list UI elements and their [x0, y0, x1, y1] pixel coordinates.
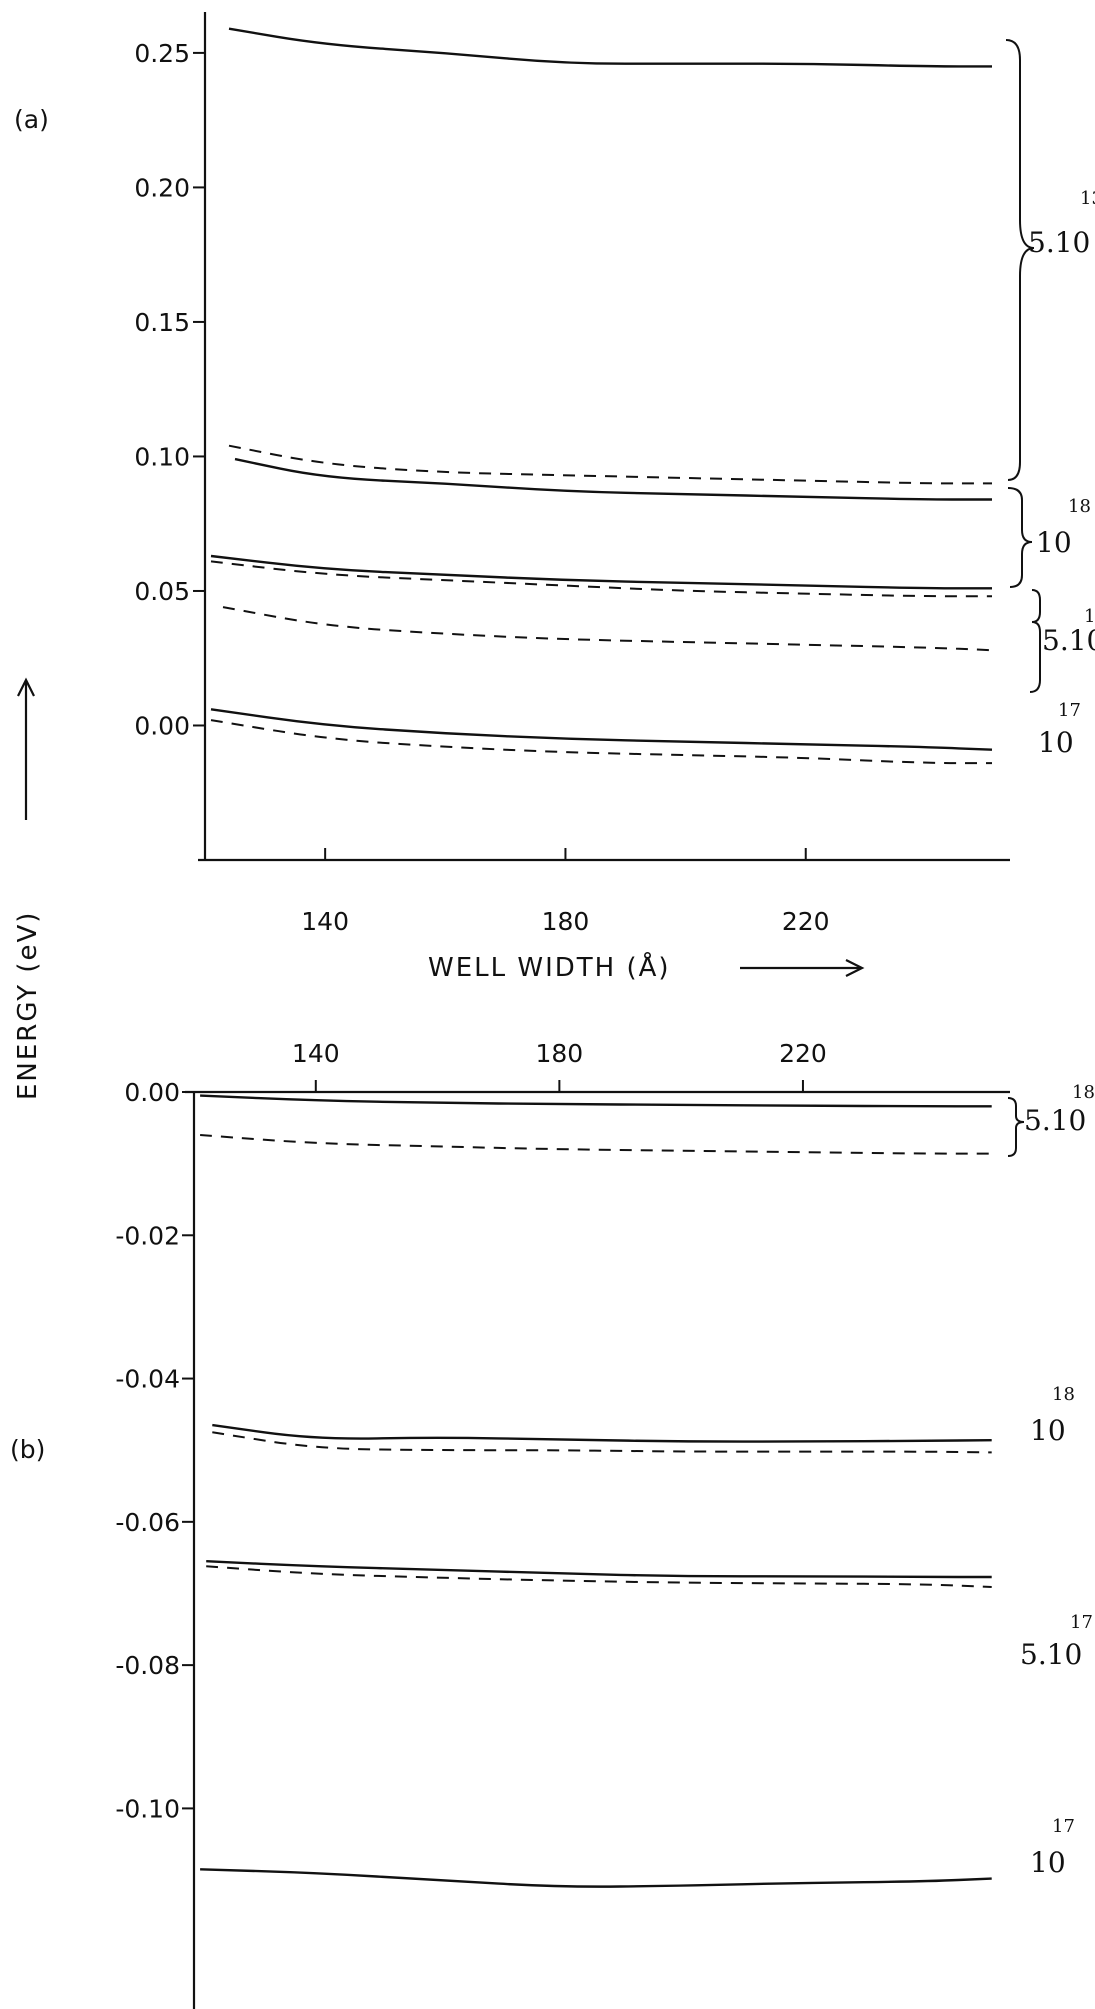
series-line-7 [200, 1868, 992, 1888]
y-tick-label: 0.00 [124, 1078, 180, 1107]
panel-a-series [210, 27, 993, 765]
series-line-2 [200, 1134, 992, 1155]
series-line-6 [222, 606, 993, 652]
brace-a-2 [1007, 487, 1033, 588]
annotation-a-4-base: 10 [1038, 726, 1074, 759]
brace-a-1 [1005, 39, 1035, 481]
panel-b-y-ticks: 0.00 -0.02 -0.04 -0.06 -0.08 -0.10 [115, 1078, 194, 1823]
series-line-3 [234, 457, 992, 501]
annotation-a-2-exp: 18 [1068, 496, 1091, 517]
panel-a-label: (a) [14, 105, 49, 134]
series-line-2 [228, 444, 992, 485]
y-tick-label: -0.02 [115, 1221, 180, 1250]
x-tick-label: 140 [292, 1039, 340, 1068]
y-axis-title-group: ENERGY (eV) [13, 677, 43, 1100]
annotation-b-4-exp: 17 [1052, 1816, 1075, 1837]
series-line-1 [228, 27, 992, 68]
panel-b-label: (b) [10, 1435, 45, 1464]
panel-b-x-ticks: 140 180 220 [292, 1039, 827, 1092]
annotation-b-3-base: 5.10 [1020, 1638, 1082, 1671]
x-tick-label: 220 [782, 907, 830, 936]
panel-a: (a) 0.25 0.20 0.15 0.10 0.05 0.00 140 180 220 5… [14, 12, 1095, 983]
x-axis-title: WELL WIDTH (Å) [428, 951, 671, 983]
y-tick-label: -0.04 [115, 1365, 180, 1394]
series-line-7 [210, 708, 993, 751]
annotation-b-2-base: 10 [1030, 1414, 1066, 1447]
y-tick-label: 0.25 [134, 39, 190, 68]
x-tick-label: 140 [301, 907, 349, 936]
series-line-8 [210, 719, 992, 765]
y-tick-label: 0.20 [134, 173, 190, 202]
y-tick-label: 0.05 [134, 577, 190, 606]
panel-a-x-ticks: 140 180 220 [301, 848, 830, 936]
y-axis-arrow-head [17, 677, 35, 697]
panel-a-y-ticks: 0.25 0.20 0.15 0.10 0.05 0.00 [134, 39, 205, 740]
annotation-a-1-base: 5.10 [1028, 226, 1090, 259]
y-tick-label: 0.00 [134, 711, 190, 740]
series-line-4 [212, 1431, 992, 1454]
x-tick-label: 180 [536, 1039, 584, 1068]
panel-b-series [200, 1094, 992, 1888]
series-line-5 [210, 560, 992, 598]
y-tick-label: 0.10 [134, 442, 190, 471]
annotation-b-2-exp: 18 [1052, 1384, 1075, 1405]
series-line-5 [206, 1560, 992, 1579]
brace-a-3 [1029, 589, 1041, 693]
brace-b-1 [1007, 1097, 1025, 1157]
annotation-a-2-base: 10 [1036, 526, 1072, 559]
y-tick-label: 0.15 [134, 308, 190, 337]
series-line-4 [210, 554, 992, 590]
annotation-a-3-base: 5.10 [1042, 624, 1095, 657]
series-line-3 [212, 1423, 992, 1443]
annotation-a-3-exp: 1 [1084, 606, 1095, 627]
x-tick-label: 180 [542, 907, 590, 936]
x-axis-arrow-head [845, 959, 865, 977]
annotation-b-3-exp: 17 [1070, 1612, 1093, 1633]
y-tick-label: -0.08 [115, 1651, 180, 1680]
series-line-1 [200, 1094, 992, 1108]
annotation-b-1-exp: 18 [1072, 1082, 1095, 1103]
annotation-a-1-exp: 13 [1080, 188, 1095, 209]
panel-b: (b) 0.00-0.02-0.04-0.06-0.08-0.10 140 180… [10, 1039, 1095, 2009]
x-tick-label: 220 [779, 1039, 827, 1068]
annotation-b-4-base: 10 [1030, 1846, 1066, 1879]
y-tick-label: -0.10 [115, 1794, 180, 1823]
annotation-a-4-exp: 17 [1058, 700, 1081, 721]
annotation-b-1-base: 5.10 [1024, 1104, 1086, 1137]
y-tick-label: -0.06 [115, 1508, 180, 1537]
y-axis-title: ENERGY (eV) [13, 911, 43, 1100]
